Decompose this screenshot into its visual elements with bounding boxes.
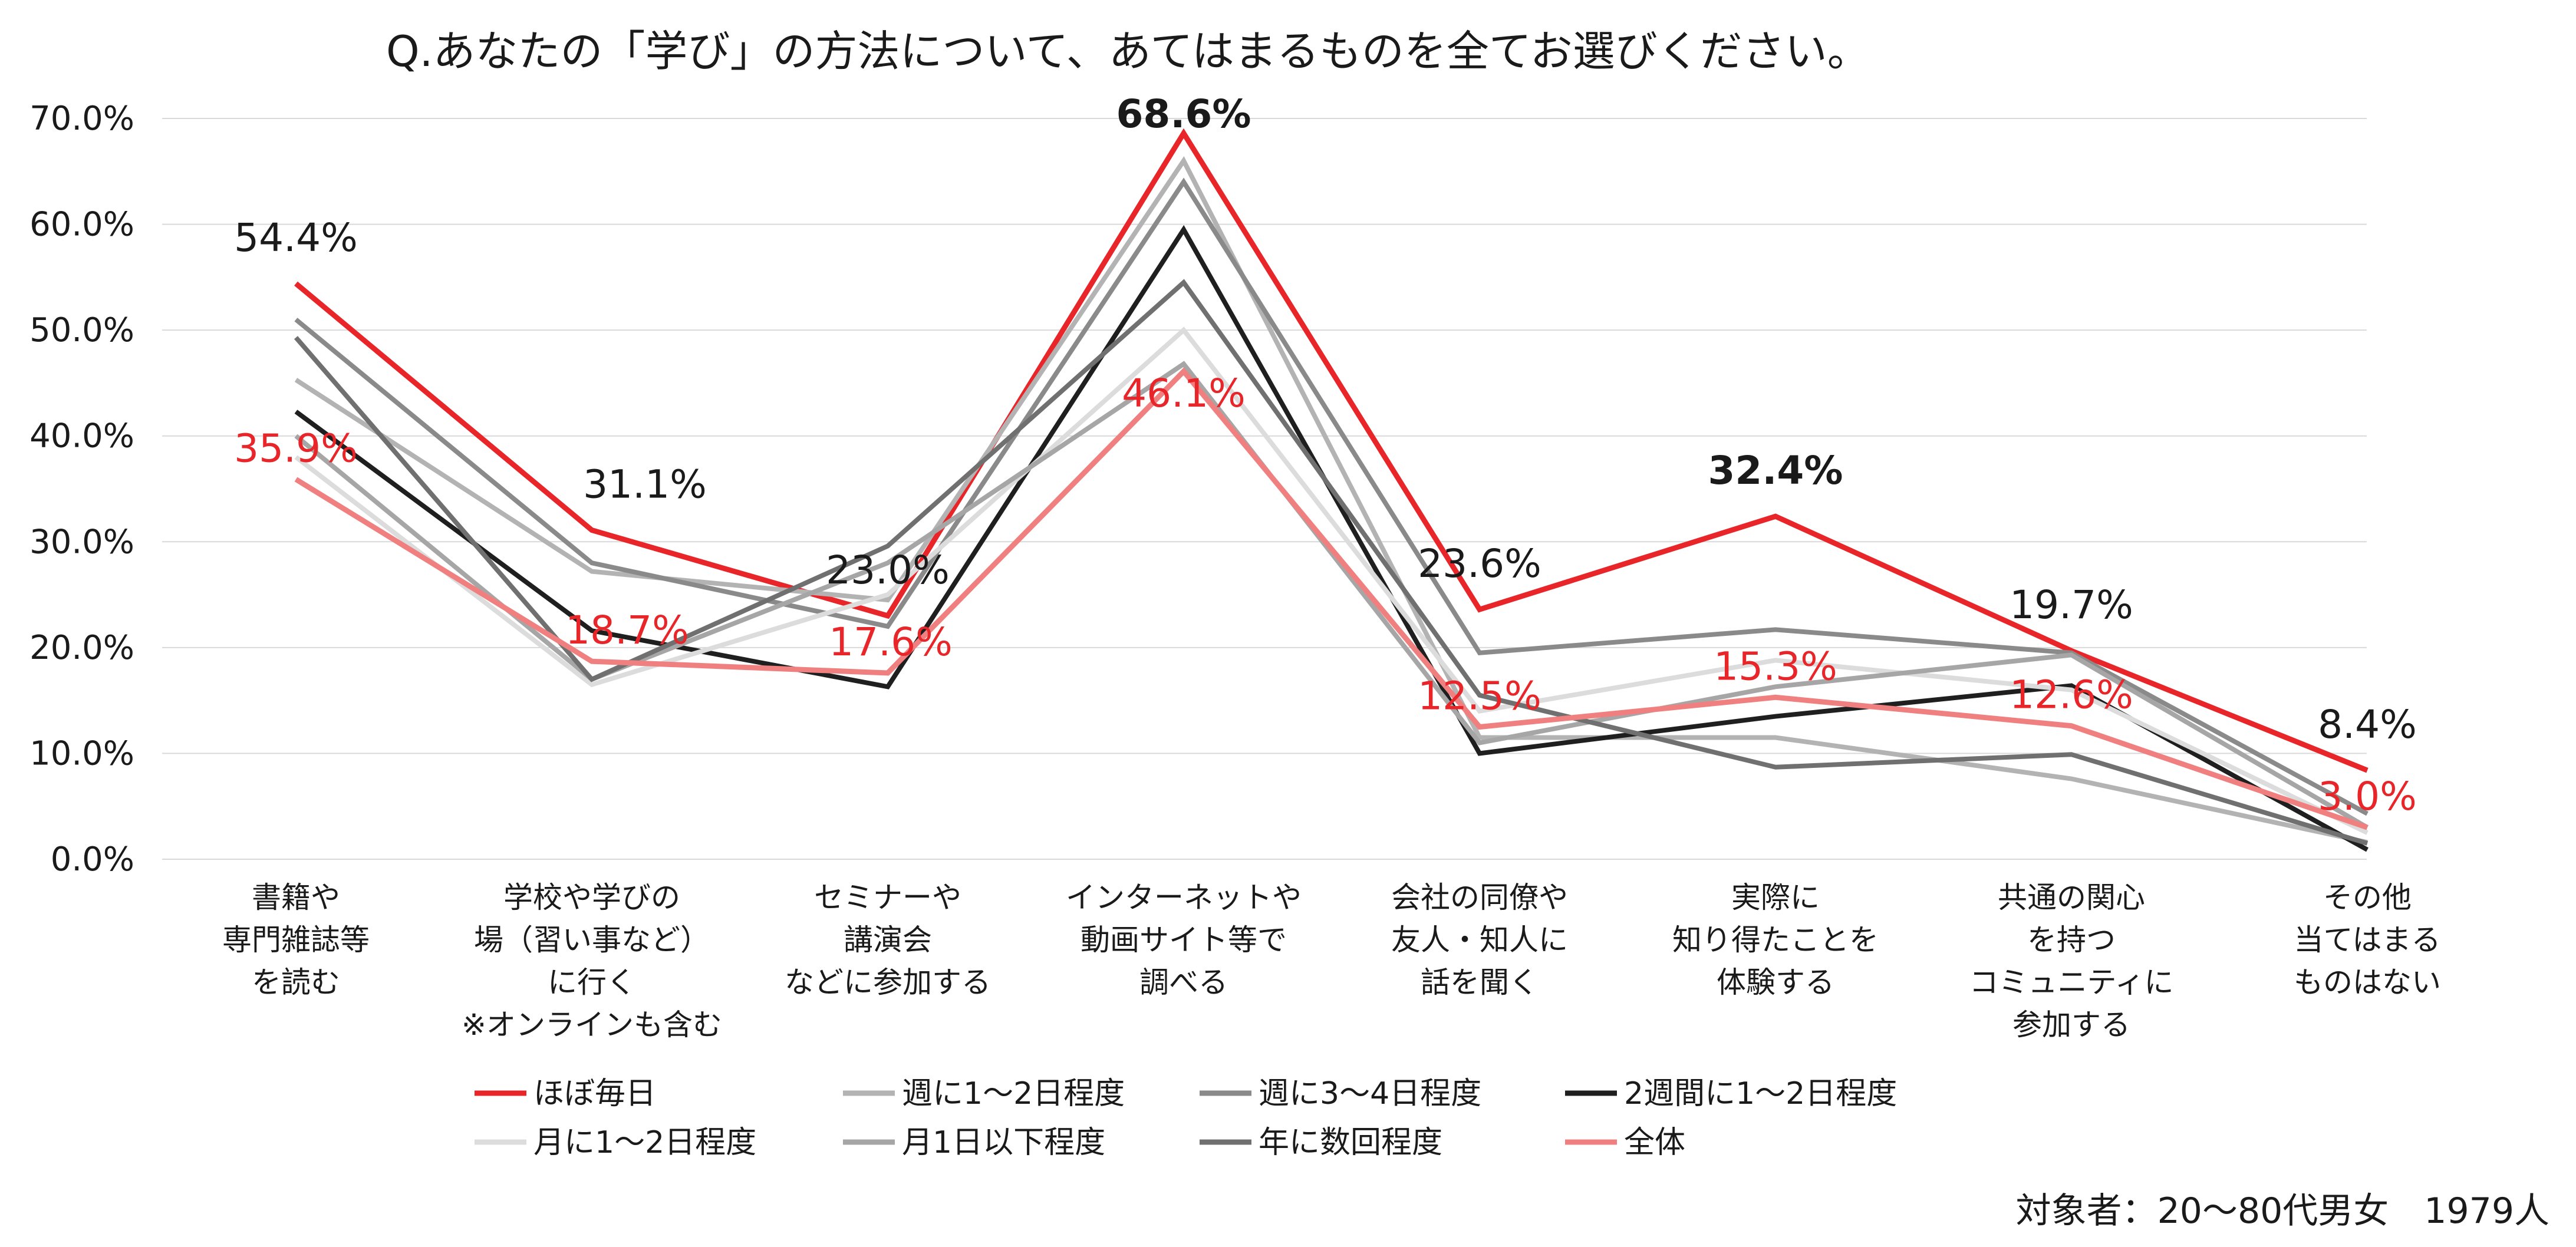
legend-item: ほぼ毎日 [475,1076,656,1111]
legend-item: 月1日以下程度 [843,1125,1105,1160]
series-line [294,177,2369,816]
x-category-label: 会社の同僚や友人・知人に話を聞く [1391,880,1568,999]
legend-label: 2週間に1～2日程度 [1624,1076,1897,1111]
x-axis-categories: 書籍や専門雑誌等を読む学校や学びの場（習い事など）に行く※オンラインも含むセミナ… [222,880,2441,1042]
series-line [294,128,2369,773]
data-label: 23.0% [826,547,950,593]
data-label: 12.6% [2010,672,2133,718]
data-label: 8.4% [2318,702,2417,747]
data-label: 12.5% [1418,674,1541,719]
legend-label: 月1日以下程度 [902,1125,1105,1160]
data-label: 18.7% [565,608,689,653]
y-tick-label: 50.0% [29,311,134,349]
series-line [294,279,2369,846]
chart-title: Q.あなたの「学び」の方法について、あてはまるものを全てお選びください。 [386,27,1870,76]
legend-item: 全体 [1565,1125,1685,1160]
x-category-label: セミナーや講演会などに参加する [785,880,991,999]
data-label: 32.4% [1708,448,1843,493]
gridlines [162,118,2367,860]
y-tick-label: 0.0% [51,840,134,879]
legend-item: 週に3～4日程度 [1200,1076,1481,1111]
series-line [294,367,2369,830]
legend-label: 週に1～2日程度 [902,1076,1125,1111]
data-label: 17.6% [829,619,953,665]
data-label: 3.0% [2318,774,2417,819]
data-label: 23.6% [1418,541,1541,586]
series-line [294,326,2369,835]
y-tick-label: 40.0% [29,417,134,456]
data-label: 31.1% [583,462,707,507]
legend-item: 年に数回程度 [1200,1125,1442,1160]
x-category-label: その他当てはまるものはない [2294,880,2441,999]
data-label: 68.6% [1116,91,1251,137]
data-label: 35.9% [234,425,358,471]
data-label: 15.3% [1714,644,1837,689]
legend-label: ほぼ毎日 [533,1076,656,1111]
x-category-label: 実際に知り得たことを体験する [1672,880,1879,999]
series-lines [294,128,2369,852]
x-category-label: 共通の関心を持つコミュニティに参加する [1969,880,2174,1042]
legend-label: 全体 [1624,1125,1685,1160]
y-tick-label: 10.0% [29,734,134,773]
legend-label: 年に数回程度 [1259,1125,1442,1160]
legend-item: 週に1～2日程度 [843,1076,1125,1111]
y-tick-label: 60.0% [29,206,134,244]
x-category-label: 書籍や専門雑誌等を読む [222,880,370,999]
sample-note: 対象者：20～80代男女 1979人 [2016,1190,2549,1232]
legend-label: 週に3～4日程度 [1259,1076,1481,1111]
data-label: 54.4% [234,215,358,260]
legend-item: 月に1～2日程度 [475,1125,756,1160]
x-category-label: 学校や学びの場（習い事など）に行く※オンラインも含む [462,880,722,1042]
legend-item: 2週間に1～2日程度 [1565,1076,1897,1111]
data-label: 19.7% [2010,582,2133,628]
y-tick-label: 30.0% [29,523,134,561]
y-tick-label: 20.0% [29,629,134,667]
data-label: 46.1% [1122,371,1246,416]
y-tick-label: 70.0% [29,100,134,138]
x-category-label: インターネットや動画サイト等で調べる [1066,880,1302,999]
legend-label: 月に1～2日程度 [533,1125,756,1160]
y-axis-ticks: 0.0% 10.0% 20.0% 30.0% 40.0% 50.0% 60.0% 70.0% [29,100,134,879]
series-line [294,361,2369,830]
series-line [294,156,2368,845]
data-labels: 54.4% 31.1% 23.0% 68.6% 23.6% 32.4% 19.7% 8.4% 3… [234,91,2417,819]
